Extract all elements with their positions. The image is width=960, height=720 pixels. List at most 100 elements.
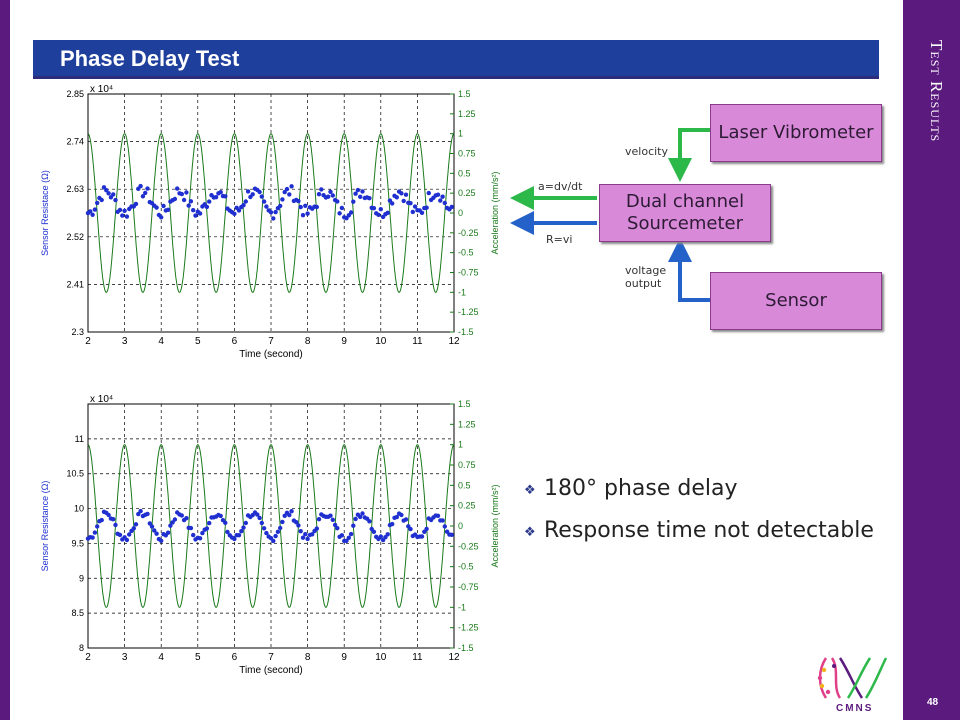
resistance-point bbox=[275, 529, 281, 534]
resistance-point bbox=[344, 538, 349, 543]
resistance-point bbox=[207, 199, 212, 204]
acceleration-series bbox=[87, 133, 455, 293]
resistance-point bbox=[367, 519, 372, 524]
resistance-point bbox=[303, 203, 308, 208]
x-tick-label: 12 bbox=[448, 336, 460, 347]
resistance-point bbox=[197, 211, 203, 216]
resistance-point bbox=[165, 530, 171, 535]
resistance-point bbox=[204, 204, 210, 210]
y2-tick-label: 1.25 bbox=[458, 109, 476, 119]
y-tick-label: 10.5 bbox=[66, 469, 84, 479]
resistance-point bbox=[127, 532, 132, 537]
x-tick-label: 2 bbox=[85, 336, 91, 347]
y2-tick-label: 1 bbox=[458, 129, 463, 139]
resistance-point bbox=[440, 194, 445, 199]
resistance-point bbox=[346, 535, 351, 540]
resistance-point bbox=[296, 198, 301, 204]
resistance-point bbox=[282, 513, 287, 518]
x-tick-label: 7 bbox=[268, 652, 274, 663]
y2-tick-label: -0.25 bbox=[458, 228, 479, 238]
resistance-point bbox=[90, 212, 95, 217]
y-tick-label: 10 bbox=[74, 504, 84, 514]
resistance-point bbox=[351, 199, 356, 204]
y-tick-label: 9.5 bbox=[71, 538, 84, 548]
resistance-point bbox=[124, 537, 130, 543]
resistance-point bbox=[298, 204, 303, 210]
bullet-list: ❖ 180° phase delay ❖ Response time not det… bbox=[524, 476, 874, 560]
resistance-point bbox=[264, 530, 269, 536]
resistance-point bbox=[259, 194, 264, 199]
resistance-point bbox=[394, 195, 399, 200]
y-tick-label: 9 bbox=[79, 573, 84, 583]
resistance-point bbox=[358, 514, 363, 520]
resistance-point bbox=[147, 521, 152, 526]
cmns-logo: CMNS bbox=[817, 657, 888, 714]
resistance-point bbox=[184, 516, 189, 521]
laser-vibrometer-box: Laser Vibrometer bbox=[710, 104, 882, 162]
bullet-item: ❖ Response time not detectable bbox=[524, 518, 874, 543]
resistance-point bbox=[438, 198, 443, 203]
resistance-point bbox=[250, 192, 255, 197]
resistance-point bbox=[426, 190, 431, 196]
x-tick-label: 5 bbox=[195, 652, 201, 663]
resistance-point bbox=[95, 200, 100, 206]
x-axis-label: Time (second) bbox=[239, 349, 303, 360]
phase-chart-bottom: 2 3 4 5 6 7 8 9 10 11 1288.599.51010.511-1.5-1.25-… bbox=[40, 394, 500, 676]
resistance-point bbox=[204, 526, 210, 531]
resistance-point bbox=[161, 203, 166, 209]
voltage-output-label: voltage output bbox=[625, 264, 667, 290]
resistance-point bbox=[213, 195, 219, 200]
resistance-point bbox=[232, 211, 237, 216]
resistance-point bbox=[314, 526, 319, 531]
resistance-point bbox=[133, 522, 139, 527]
resistance-point bbox=[273, 209, 278, 215]
resistance-point bbox=[261, 526, 267, 531]
resistance-point bbox=[394, 514, 399, 520]
resistance-point bbox=[410, 209, 415, 215]
y2-tick-label: -1 bbox=[458, 287, 466, 297]
resistance-label: R=vi bbox=[546, 233, 573, 246]
resistance-point bbox=[175, 186, 180, 191]
x-tick-label: 7 bbox=[268, 336, 274, 347]
resistance-point bbox=[188, 525, 194, 531]
resistance-point bbox=[403, 192, 409, 197]
resistance-point bbox=[390, 521, 395, 527]
resistance-point bbox=[271, 216, 276, 221]
y-axis-label: Sensor Resistace (Ω) bbox=[40, 170, 50, 256]
y-tick-label: 2.85 bbox=[66, 89, 84, 99]
x-tick-label: 8 bbox=[305, 336, 311, 347]
resistance-point bbox=[316, 192, 322, 197]
resistance-point bbox=[326, 194, 331, 199]
resistance-point bbox=[303, 532, 308, 537]
resistance-point bbox=[111, 192, 116, 197]
sourcemeter-box: Dual channel Sourcemeter bbox=[599, 184, 771, 242]
y2-tick-label: 0.75 bbox=[458, 149, 476, 159]
y2-tick-label: 0.25 bbox=[458, 188, 476, 198]
y2-tick-label: 0 bbox=[458, 208, 463, 218]
resistance-point bbox=[218, 190, 223, 195]
y2-tick-label: -0.5 bbox=[458, 562, 474, 572]
resistance-point bbox=[145, 186, 150, 191]
resistance-point bbox=[140, 194, 146, 199]
x-tick-label: 5 bbox=[195, 336, 201, 347]
y2-axis-label: Acceleration (mm/s²) bbox=[490, 171, 500, 254]
resistance-point bbox=[284, 186, 290, 192]
x-tick-label: 12 bbox=[448, 652, 460, 663]
resistance-point bbox=[113, 197, 118, 203]
y-tick-label: 8.5 bbox=[71, 608, 84, 618]
resistance-point bbox=[186, 203, 191, 208]
resistance-point bbox=[172, 517, 178, 522]
y2-tick-label: 1.5 bbox=[458, 399, 471, 409]
velocity-arrow bbox=[668, 128, 710, 182]
resistance-point bbox=[419, 534, 425, 539]
resistance-point bbox=[218, 513, 223, 519]
resistance-point bbox=[149, 524, 155, 529]
y2-tick-label: -0.75 bbox=[458, 268, 479, 278]
diamond-bullet-icon: ❖ bbox=[524, 483, 536, 498]
x-tick-label: 6 bbox=[232, 652, 238, 663]
resistance-point bbox=[261, 199, 267, 204]
resistance-point bbox=[124, 214, 130, 219]
resistance-point bbox=[442, 200, 447, 206]
diagram-arrows bbox=[510, 128, 710, 302]
resistance-point bbox=[408, 201, 413, 206]
